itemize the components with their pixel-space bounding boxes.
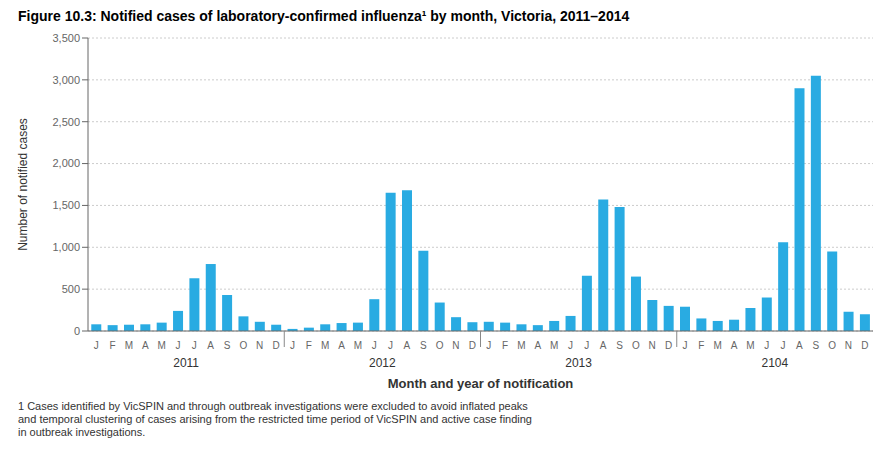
- svg-text:F: F: [502, 340, 508, 351]
- svg-text:F: F: [109, 340, 115, 351]
- svg-text:2,000: 2,000: [52, 157, 80, 169]
- svg-text:M: M: [354, 340, 362, 351]
- svg-text:N: N: [649, 340, 656, 351]
- svg-text:A: A: [534, 340, 541, 351]
- html-text:Figure 10.3: Notified cases of: Figure 10.3: Notified cases of laborator…: [18, 8, 630, 24]
- svg-text:2011: 2011: [173, 356, 199, 370]
- svg-text:1,500: 1,500: [52, 199, 80, 211]
- svg-text:2104: 2104: [762, 356, 789, 370]
- svg-text:S: S: [812, 340, 819, 351]
- svg-text:J: J: [584, 340, 589, 351]
- svg-text:D: D: [469, 340, 476, 351]
- svg-text:J: J: [486, 340, 491, 351]
- svg-text:F: F: [698, 340, 704, 351]
- svg-text:J: J: [764, 340, 769, 351]
- svg-text:A: A: [142, 340, 149, 351]
- svg-text:M: M: [157, 340, 165, 351]
- svg-text:D: D: [272, 340, 279, 351]
- svg-text:2013: 2013: [565, 356, 592, 370]
- svg-text:S: S: [224, 340, 231, 351]
- svg-text:D: D: [665, 340, 672, 351]
- svg-text:J: J: [290, 340, 295, 351]
- svg-text:O: O: [828, 340, 836, 351]
- svg-text:J: J: [388, 340, 393, 351]
- svg-text:N: N: [256, 340, 263, 351]
- svg-text:3,500: 3,500: [52, 32, 80, 44]
- svg-text:O: O: [239, 340, 247, 351]
- svg-text:J: J: [192, 340, 197, 351]
- svg-text:A: A: [338, 340, 345, 351]
- svg-text:A: A: [207, 340, 214, 351]
- svg-text:J: J: [94, 340, 99, 351]
- svg-text:Number of notified cases: Number of notified cases: [16, 118, 30, 251]
- svg-text:M: M: [125, 340, 133, 351]
- svg-text:F: F: [306, 340, 312, 351]
- svg-text:A: A: [796, 340, 803, 351]
- svg-text:A: A: [600, 340, 607, 351]
- svg-text:D: D: [861, 340, 868, 351]
- svg-text:M: M: [517, 340, 525, 351]
- svg-text:M: M: [321, 340, 329, 351]
- svg-text:Month and year of notification: Month and year of notification: [388, 376, 574, 391]
- svg-text:S: S: [420, 340, 427, 351]
- svg-text:2012: 2012: [369, 356, 396, 370]
- svg-text:2,500: 2,500: [52, 116, 80, 128]
- svg-text:M: M: [713, 340, 721, 351]
- svg-text:J: J: [568, 340, 573, 351]
- svg-text:500: 500: [62, 283, 80, 295]
- svg-text:J: J: [682, 340, 687, 351]
- svg-text:J: J: [372, 340, 377, 351]
- svg-text:0: 0: [74, 325, 80, 337]
- svg-text:J: J: [781, 340, 786, 351]
- svg-text:O: O: [632, 340, 640, 351]
- svg-text:N: N: [845, 340, 852, 351]
- svg-text:J: J: [175, 340, 180, 351]
- svg-text:N: N: [452, 340, 459, 351]
- html-text:1 Cases identified by VicSPIN: 1 Cases identified by VicSPIN and throug…: [18, 400, 532, 438]
- svg-text:1,000: 1,000: [52, 241, 80, 253]
- svg-text:O: O: [436, 340, 444, 351]
- svg-text:A: A: [731, 340, 738, 351]
- svg-text:M: M: [746, 340, 754, 351]
- svg-text:M: M: [550, 340, 558, 351]
- svg-text:3,000: 3,000: [52, 74, 80, 86]
- svg-text:S: S: [616, 340, 623, 351]
- svg-text:A: A: [404, 340, 411, 351]
